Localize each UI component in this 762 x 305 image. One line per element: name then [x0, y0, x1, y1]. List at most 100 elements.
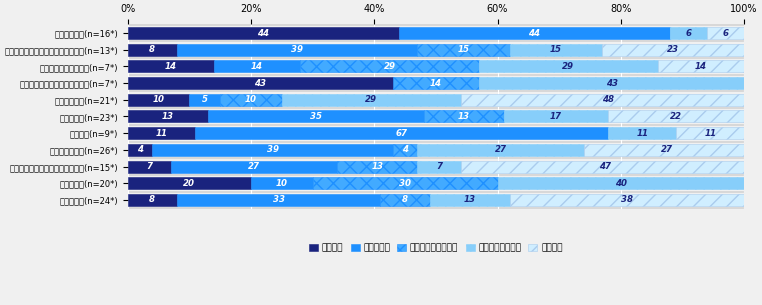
Bar [658, 60, 744, 73]
Bar [208, 110, 424, 123]
Bar [128, 27, 399, 39]
Text: 48: 48 [603, 95, 614, 104]
Bar [177, 44, 418, 56]
Text: 6: 6 [686, 29, 692, 38]
Text: 23: 23 [668, 45, 679, 54]
Bar [670, 27, 707, 39]
Text: 5: 5 [202, 95, 208, 104]
Bar [392, 144, 418, 156]
Text: 20: 20 [184, 179, 195, 188]
Bar [430, 194, 510, 206]
Bar [251, 177, 312, 189]
Bar [128, 177, 251, 189]
Bar [510, 194, 744, 206]
Text: 29: 29 [365, 95, 377, 104]
Text: 39: 39 [291, 45, 303, 54]
Text: 44: 44 [258, 29, 269, 38]
Bar [152, 144, 392, 156]
Text: 40: 40 [615, 179, 627, 188]
Bar [418, 44, 510, 56]
Text: 47: 47 [600, 162, 611, 171]
Text: 7: 7 [436, 162, 442, 171]
Bar [504, 110, 609, 123]
Bar [128, 77, 392, 89]
Bar [498, 177, 744, 189]
Text: 8: 8 [149, 196, 155, 204]
Bar [707, 27, 744, 39]
Text: 27: 27 [248, 162, 260, 171]
Text: 15: 15 [550, 45, 562, 54]
Text: 35: 35 [309, 112, 322, 121]
Text: 27: 27 [661, 145, 673, 154]
Text: 4: 4 [402, 145, 408, 154]
Text: 13: 13 [162, 112, 174, 121]
Bar [609, 127, 676, 139]
Bar [195, 127, 609, 139]
Text: 11: 11 [704, 129, 716, 138]
Bar [479, 60, 658, 73]
Text: 6: 6 [722, 29, 728, 38]
Text: 44: 44 [529, 29, 540, 38]
Text: 43: 43 [255, 79, 266, 88]
Bar [418, 144, 584, 156]
Bar [128, 127, 195, 139]
Bar [128, 194, 177, 206]
Text: 13: 13 [371, 162, 383, 171]
Text: 13: 13 [464, 196, 475, 204]
Text: 33: 33 [273, 196, 285, 204]
Bar [424, 110, 504, 123]
Bar [338, 160, 418, 173]
Bar [609, 110, 744, 123]
Bar [460, 94, 757, 106]
Text: 11: 11 [155, 129, 168, 138]
Text: 43: 43 [606, 79, 617, 88]
Legend: 多かった, 少しあった, どちらともいえない, ほとんどなかった, なかった: 多かった, 少しあった, どちらともいえない, ほとんどなかった, なかった [306, 240, 566, 257]
Text: 4: 4 [137, 145, 143, 154]
Bar [282, 94, 460, 106]
Bar [676, 127, 744, 139]
Text: 39: 39 [267, 145, 278, 154]
Bar [399, 27, 670, 39]
Bar [392, 77, 479, 89]
Text: 27: 27 [495, 145, 507, 154]
Bar [418, 160, 460, 173]
Bar [128, 44, 177, 56]
Bar [460, 160, 751, 173]
Bar [128, 144, 152, 156]
Text: 17: 17 [550, 112, 562, 121]
Text: 11: 11 [636, 129, 648, 138]
Bar [510, 44, 602, 56]
Text: 10: 10 [276, 179, 288, 188]
Bar [312, 177, 498, 189]
Bar [171, 160, 338, 173]
Bar [214, 60, 300, 73]
Bar [220, 94, 282, 106]
Text: 8: 8 [149, 45, 155, 54]
Text: 7: 7 [146, 162, 152, 171]
Bar [300, 60, 479, 73]
Text: 22: 22 [671, 112, 682, 121]
Bar [128, 60, 214, 73]
Text: 38: 38 [621, 196, 633, 204]
Text: 14: 14 [251, 62, 263, 71]
Bar [189, 94, 220, 106]
Text: 13: 13 [458, 112, 469, 121]
Bar [380, 194, 430, 206]
Text: 14: 14 [165, 62, 177, 71]
Bar [177, 194, 380, 206]
Bar [602, 44, 744, 56]
Text: 67: 67 [396, 129, 408, 138]
Bar [128, 94, 189, 106]
Text: 14: 14 [695, 62, 707, 71]
Text: 8: 8 [402, 196, 408, 204]
Bar [128, 160, 171, 173]
Text: 29: 29 [562, 62, 575, 71]
Text: 10: 10 [152, 95, 165, 104]
Text: 30: 30 [399, 179, 411, 188]
Bar [128, 110, 208, 123]
Text: 29: 29 [383, 62, 395, 71]
Text: 10: 10 [245, 95, 257, 104]
Bar [479, 77, 744, 89]
Text: 15: 15 [458, 45, 469, 54]
Text: 14: 14 [430, 79, 442, 88]
